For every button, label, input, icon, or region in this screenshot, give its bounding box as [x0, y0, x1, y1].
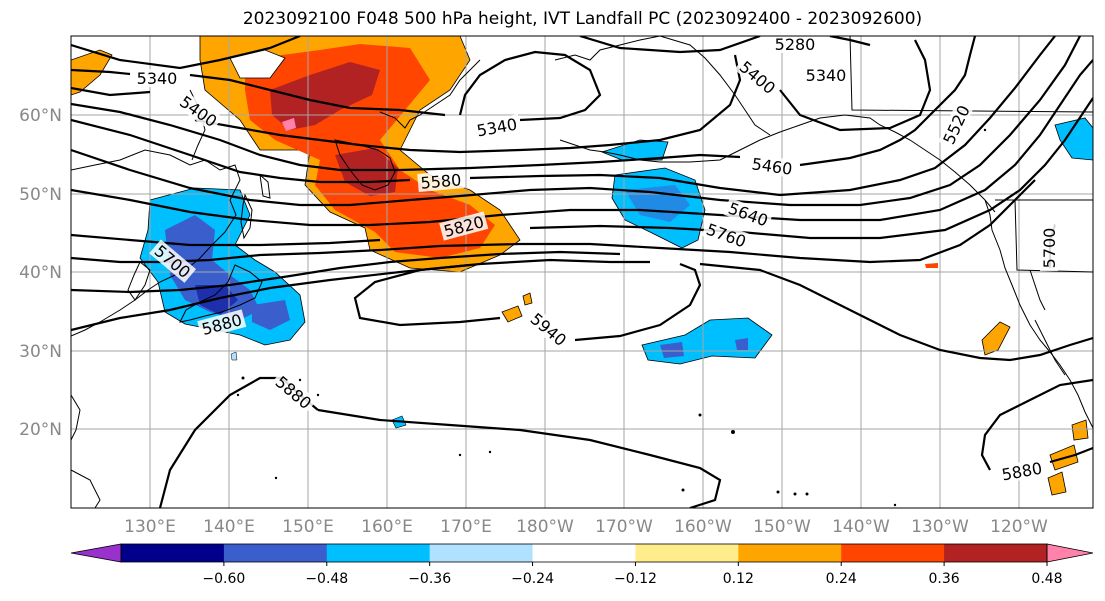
contour-label: 5280 — [772, 35, 818, 54]
contour-label: 5340 — [803, 66, 849, 85]
colorbar-tick-label: 0.24 — [826, 571, 857, 587]
colorbar-swatch — [223, 544, 328, 562]
latitude-label: 20°N — [19, 420, 62, 440]
colorbar-swatch — [635, 544, 739, 562]
coastlines — [71, 36, 1093, 508]
colorbar-extend-low — [70, 543, 122, 563]
positive-anomaly-plume — [71, 36, 521, 273]
svg-text:5280: 5280 — [775, 35, 816, 54]
graticule — [71, 36, 1093, 508]
map-title: 2023092100 F048 500 hPa height, IVT Land… — [242, 9, 923, 29]
colorbar-swatch — [121, 544, 225, 562]
latitude-label: 40°N — [19, 263, 62, 283]
longitude-label: 170°E — [440, 517, 492, 537]
longitude-label: 130°E — [124, 517, 176, 537]
longitude-label: 140°E — [203, 517, 255, 537]
colorbar-tick-label: −0.48 — [305, 571, 348, 587]
colorbar-swatch — [738, 544, 842, 562]
svg-text:5340: 5340 — [806, 66, 847, 85]
longitude-label: 150°E — [282, 517, 334, 537]
longitude-label: 170°W — [595, 517, 653, 537]
colorbar-tick-label: −0.36 — [408, 571, 451, 587]
colorbar-tick-label: −0.60 — [202, 571, 245, 587]
svg-text:5580: 5580 — [420, 170, 462, 192]
colorbar-swatch — [532, 544, 636, 562]
colorbar-tick-label: 0.48 — [1031, 571, 1062, 587]
longitude-label: 150°W — [753, 517, 811, 537]
contour-label: 5340 — [134, 69, 180, 88]
contour-label: 5700 — [1040, 225, 1059, 271]
height-contours — [71, 36, 1093, 508]
longitude-label: 140°W — [832, 517, 890, 537]
longitude-label: 160°W — [674, 517, 732, 537]
svg-text:5700: 5700 — [1040, 228, 1059, 269]
colorbar-swatch — [944, 544, 1048, 562]
colorbar-extend-high — [1046, 543, 1094, 563]
latitude-label: 60°N — [19, 106, 62, 126]
longitude-labels: 130°E 140°E 150°E 160°E 170°E 180°W 170°W 160°W… — [124, 517, 1048, 537]
colorbar-tick-label: 0.12 — [723, 571, 754, 587]
map-frame — [70, 35, 1094, 509]
negative-anomaly-pacific — [230, 117, 1093, 429]
contour-label: 5460 — [748, 153, 797, 179]
islands — [236, 128, 987, 507]
colorbar-swatch — [326, 544, 431, 562]
longitude-label: 180°W — [516, 517, 574, 537]
colorbar-swatch — [841, 544, 945, 562]
colorbar-tick-label: −0.12 — [614, 571, 657, 587]
colorbar-tick-label: 0.36 — [929, 571, 960, 587]
latitude-label: 50°N — [19, 185, 62, 205]
latitude-labels: 60°N 50°N 40°N 30°N 20°N — [19, 106, 62, 440]
longitude-label: 130°W — [911, 517, 969, 537]
svg-text:5340: 5340 — [137, 69, 178, 88]
colorbar-swatch — [429, 544, 534, 562]
contour-label: 5580 — [417, 170, 465, 193]
colorbar: −0.60 −0.48 −0.36 −0.24 −0.12 0.12 0.24 0.36 0.4… — [70, 543, 1094, 587]
longitude-label: 160°E — [361, 517, 413, 537]
colorbar-tick-label: −0.24 — [511, 571, 554, 587]
contour-label: 5880 — [997, 458, 1047, 484]
longitude-label: 120°W — [990, 517, 1048, 537]
latitude-label: 30°N — [19, 342, 62, 362]
